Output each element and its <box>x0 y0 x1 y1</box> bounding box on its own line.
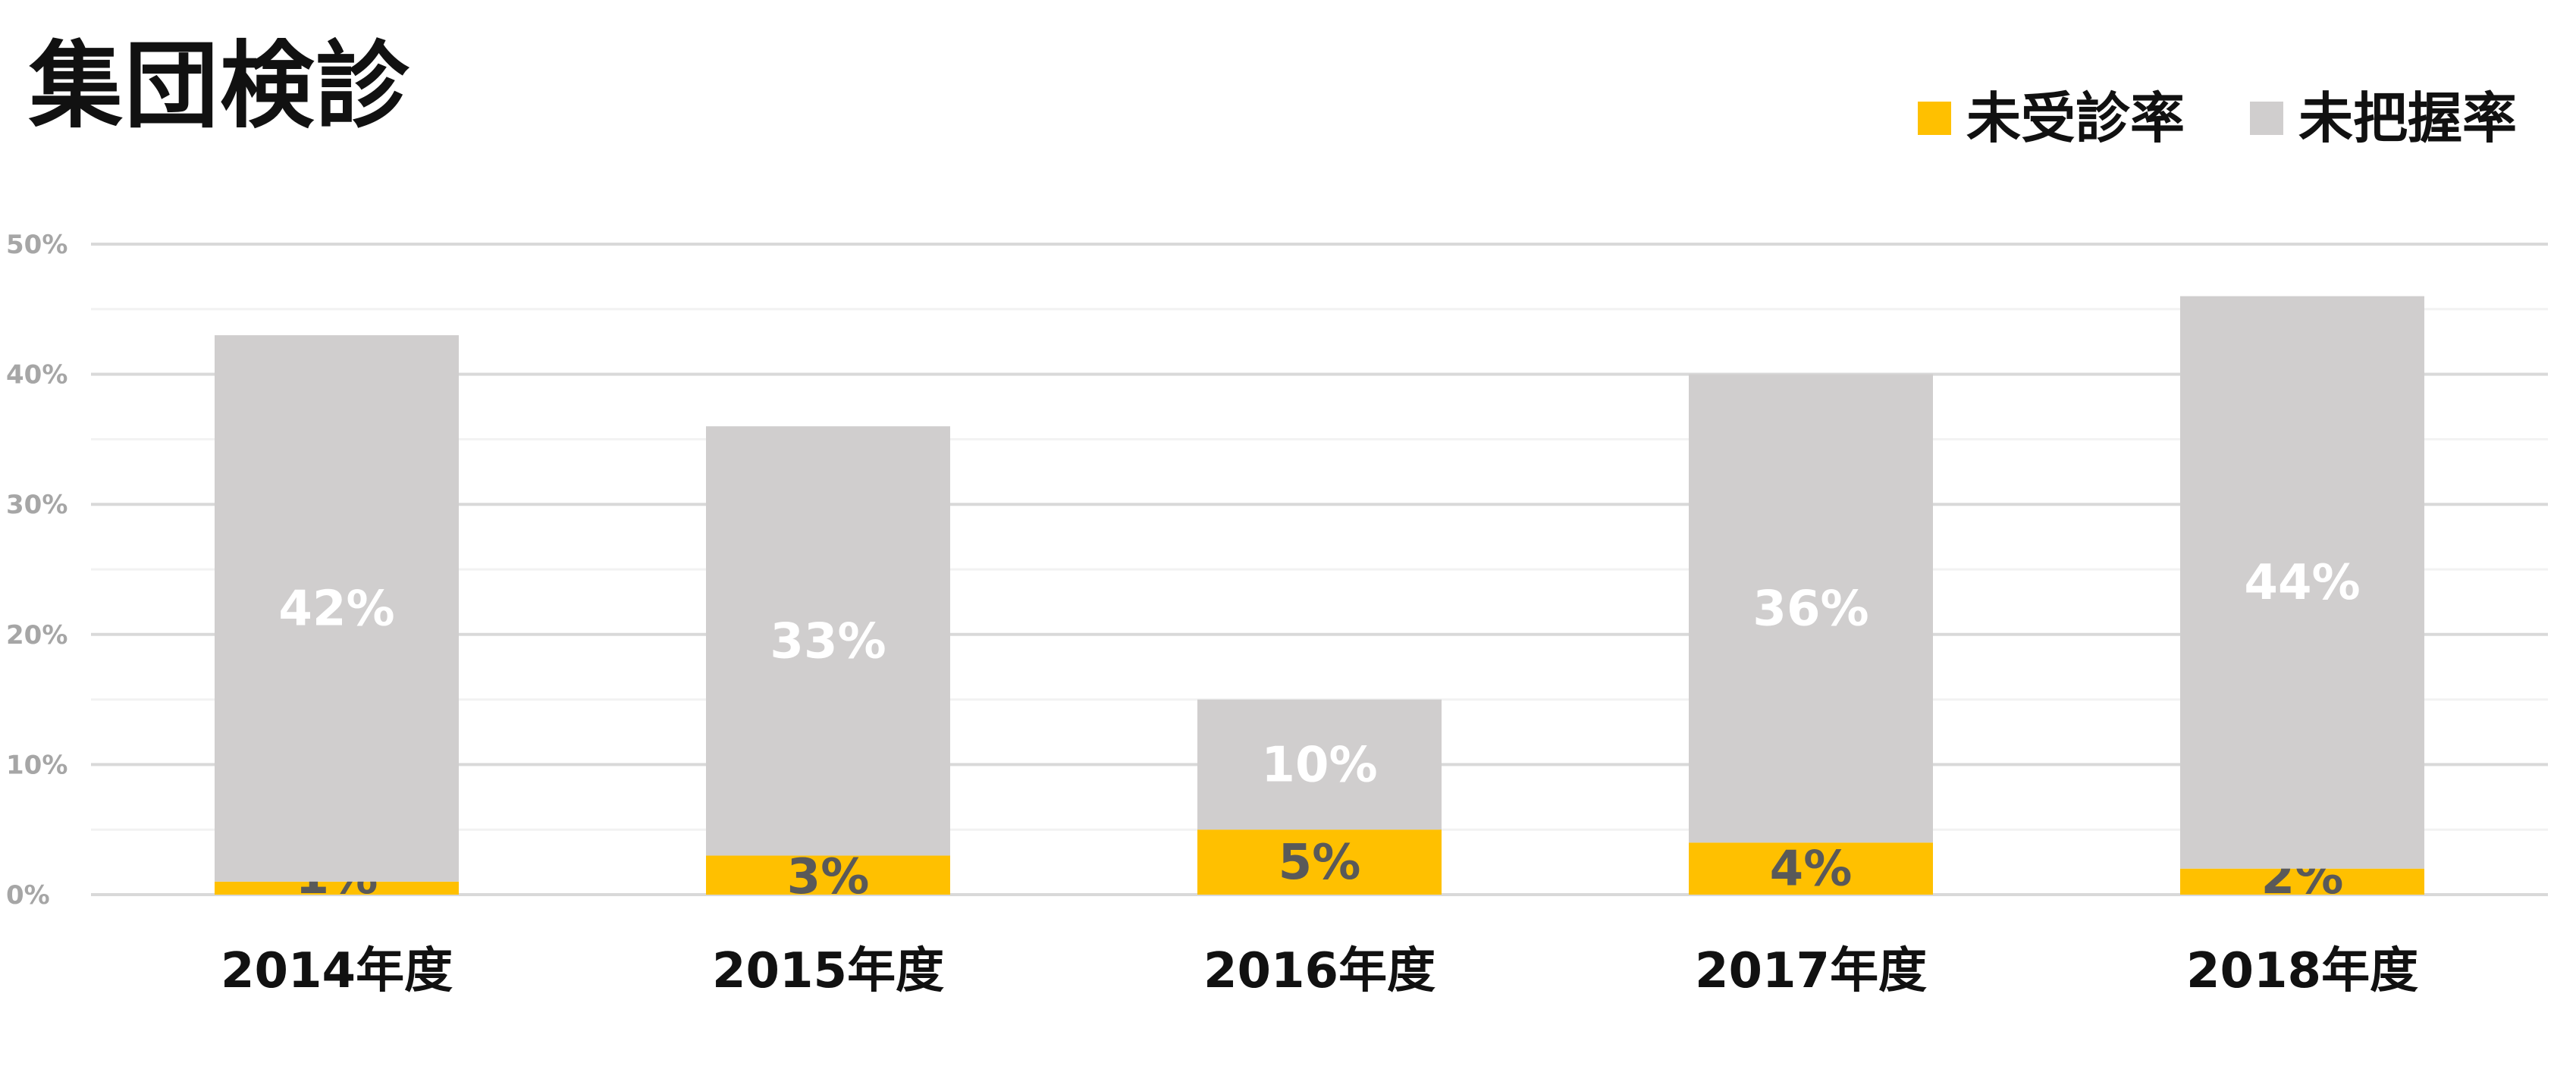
data-label: 33% <box>770 613 886 669</box>
legend-label-unknown: 未把握率 <box>2298 86 2517 150</box>
x-tick-label: 2017年度 <box>1695 943 1927 999</box>
legend-label-uncheckup: 未受診率 <box>1966 86 2185 150</box>
y-tick-label: 10% <box>6 750 67 780</box>
data-label: 36% <box>1752 581 1868 637</box>
bar-segment-uncheckup <box>1197 829 1442 895</box>
data-label: 44% <box>2244 555 2360 611</box>
legend: 未受診率 未把握率 <box>1917 86 2517 150</box>
legend-swatch-uncheckup <box>1917 102 1951 135</box>
y-tick-label: 0% <box>6 880 50 911</box>
legend-item-unknown: 未把握率 <box>2249 86 2517 150</box>
data-label: 3% <box>787 849 870 905</box>
bar-segment-unknown <box>1689 374 1933 843</box>
data-label: 42% <box>278 581 394 637</box>
bar-segment-unknown <box>1197 699 1442 830</box>
bar-segment-uncheckup <box>215 881 459 895</box>
x-tick-label: 2014年度 <box>221 943 453 999</box>
data-label: 4% <box>1770 842 1853 898</box>
data-label: 5% <box>1279 835 1361 891</box>
bar-segment-unknown <box>706 426 950 856</box>
x-tick-label: 2018年度 <box>2186 943 2418 999</box>
x-tick-label: 2015年度 <box>712 943 944 999</box>
y-tick-label: 30% <box>6 490 67 520</box>
legend-swatch-unknown <box>2249 102 2283 135</box>
chart-title: 集団検診 <box>29 32 412 141</box>
bar-segment-unknown <box>215 335 459 882</box>
legend-item-uncheckup: 未受診率 <box>1917 86 2185 150</box>
bar-segment-uncheckup <box>2180 868 2424 895</box>
data-label: 10% <box>1261 737 1377 793</box>
x-tick-label: 2016年度 <box>1203 943 1435 999</box>
y-tick-label: 40% <box>6 360 67 390</box>
y-tick-label: 50% <box>6 230 67 260</box>
bar-segment-unknown <box>2180 296 2424 869</box>
y-tick-label: 20% <box>6 620 67 651</box>
bar-segment-uncheckup <box>1689 842 1933 895</box>
bar-segment-uncheckup <box>706 855 950 895</box>
